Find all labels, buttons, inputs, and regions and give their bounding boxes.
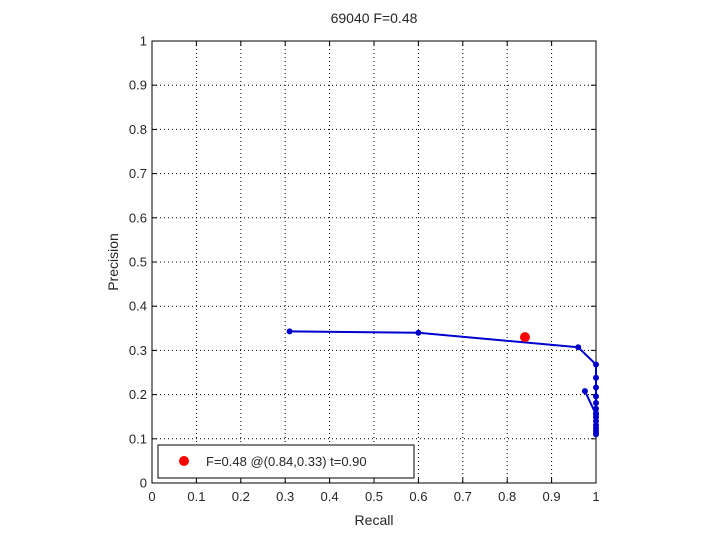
best-point-layer	[519, 332, 530, 343]
x-tick-label: 0.7	[454, 489, 472, 504]
y-tick-label: 0.4	[129, 299, 147, 314]
x-tick-label: 0.1	[187, 489, 205, 504]
y-tick-label: 0.6	[129, 210, 147, 225]
legend-box	[157, 444, 415, 479]
x-tick-label: 0.8	[498, 489, 516, 504]
chart-title: 69040 F=0.48	[331, 10, 418, 26]
x-tick-label: 0.9	[543, 489, 561, 504]
x-tick-label: 0.5	[365, 489, 383, 504]
y-axis-ticks: 0 0.1 0.2 0.3 0.4 0.5 0.6 0.7 0.8 0.9 1	[129, 34, 596, 491]
y-tick-label: 0.1	[129, 431, 147, 446]
x-axis-ticks: 0 0.1 0.2 0.3 0.4 0.5 0.6 0.7 0.8 0.9 1	[148, 41, 600, 504]
y-tick-label: 0	[140, 476, 147, 491]
pr-curve-point	[593, 374, 599, 381]
legend-marker	[179, 456, 189, 466]
grid-lines	[152, 41, 596, 483]
pr-curve-point	[593, 411, 599, 418]
pr-curve-point	[593, 384, 599, 391]
pr-curve-point	[593, 405, 599, 412]
pr-curve-point	[415, 329, 422, 336]
x-tick-label: 0	[148, 489, 155, 504]
pr-curve-point	[593, 431, 599, 438]
pr-curve-point	[286, 328, 293, 335]
legend-label: F=0.48 @(0.84,0.33) t=0.90	[206, 454, 367, 469]
y-axis-label: Precision	[105, 233, 121, 291]
pr-curve-point	[593, 399, 599, 406]
x-tick-label: 0.2	[232, 489, 250, 504]
series-layer	[286, 328, 599, 438]
x-tick-label: 1	[592, 489, 599, 504]
best-f-point	[519, 332, 530, 343]
y-tick-label: 0.5	[129, 255, 147, 270]
pr-curve-point	[593, 361, 599, 368]
pr-curve-line	[289, 330, 597, 436]
y-tick-label: 0.2	[129, 387, 147, 402]
x-tick-label: 0.3	[276, 489, 294, 504]
x-tick-label: 0.4	[321, 489, 339, 504]
y-tick-label: 0.9	[129, 78, 147, 93]
legend: F=0.48 @(0.84,0.33) t=0.90	[157, 444, 415, 479]
y-tick-label: 1	[140, 34, 147, 49]
pr-curve-point	[581, 388, 588, 395]
x-axis-label: Recall	[355, 512, 394, 528]
pr-curve-point	[575, 344, 582, 351]
x-tick-label: 0.6	[409, 489, 427, 504]
y-tick-label: 0.3	[129, 343, 147, 358]
y-tick-label: 0.8	[129, 122, 147, 137]
pr-curve-point	[593, 393, 599, 400]
y-tick-label: 0.7	[129, 166, 147, 181]
